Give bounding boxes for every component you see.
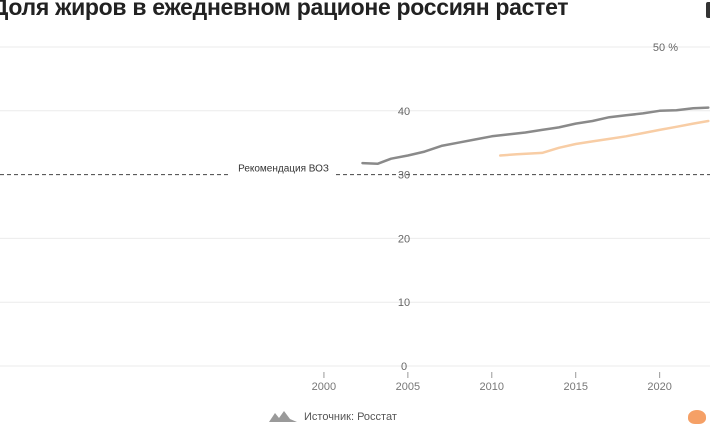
brand-corner-icon — [688, 410, 706, 424]
series-line-2 — [498, 119, 710, 157]
chart-title: Доля жиров в ежедневном рационе россиян … — [0, 0, 569, 20]
series-group — [361, 106, 710, 166]
x-tick-label: 2005 — [396, 381, 420, 393]
x-tick-label: 2020 — [647, 381, 671, 393]
y-tick-label: 0 — [401, 361, 407, 373]
source-note: Источник: Росстат — [304, 411, 397, 423]
y-tick-label: 40 — [398, 106, 410, 118]
y-top-label: 50 % — [653, 42, 678, 54]
series-line-1 — [361, 106, 710, 166]
x-tick-label: 2015 — [563, 381, 587, 393]
y-tick-label: 30 — [398, 170, 410, 182]
y-axis-ticks: 0 10 20 30 40 50 % — [398, 42, 678, 373]
y-tick-label: 10 — [398, 297, 410, 309]
x-tick-label: 2010 — [480, 381, 504, 393]
source-logo-icon — [269, 411, 297, 422]
source-row: Источник: Росстат — [268, 410, 397, 424]
title-corner-icon — [706, 2, 710, 18]
x-axis-ticks: 2000 2005 2010 2015 2020 — [312, 372, 672, 393]
reference-label-background — [228, 160, 333, 179]
y-tick-label: 20 — [398, 233, 410, 245]
grid-lines — [0, 46, 710, 367]
x-tick-label: 2000 — [312, 381, 336, 393]
reference-label: Рекомендация ВОЗ — [238, 164, 329, 175]
